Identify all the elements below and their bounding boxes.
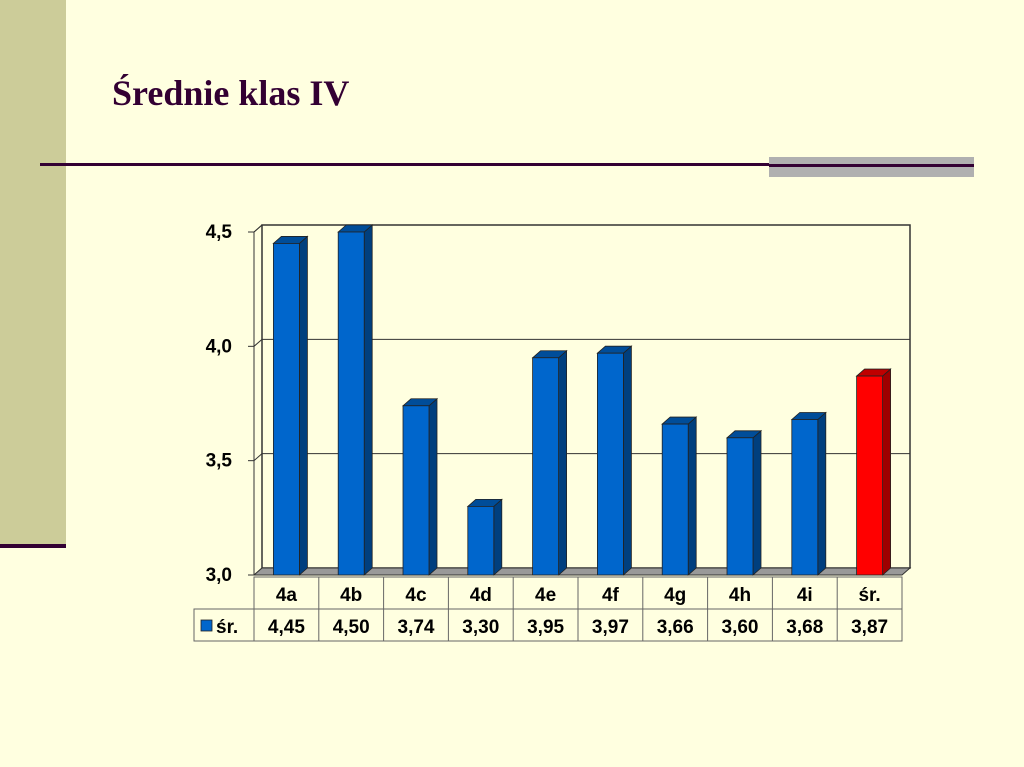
bar-4f [596, 345, 633, 576]
sidebar-divider [0, 544, 66, 548]
y-tick-label: 3,0 [206, 565, 232, 586]
sidebar-band [0, 0, 66, 544]
value-label: 3,60 [722, 617, 759, 638]
value-label: 4,45 [268, 617, 305, 638]
value-label: 3,95 [527, 617, 564, 638]
y-tick-label: 4,5 [206, 222, 233, 243]
bar-4g [661, 416, 698, 576]
category-label: 4f [602, 585, 620, 606]
value-label: 3,66 [657, 617, 694, 638]
category-label: 4i [797, 585, 813, 606]
value-label: 3,68 [786, 617, 823, 638]
value-label: 4,50 [333, 617, 370, 638]
title-rule-accent-line [769, 164, 974, 167]
value-label: 3,30 [462, 617, 499, 638]
y-tick-label: 4,0 [206, 336, 232, 357]
bar-4h [725, 429, 763, 576]
bar-4a [272, 235, 309, 576]
bar-4i [790, 411, 827, 576]
category-label: 4g [664, 585, 686, 606]
legend-swatch [200, 619, 213, 632]
category-label: 4c [405, 585, 427, 606]
title-rule [40, 163, 974, 166]
value-label: 3,74 [398, 617, 435, 638]
title-rule-accent [769, 157, 974, 177]
bar-4c [401, 397, 439, 576]
category-label: 4e [535, 585, 556, 606]
value-label: 3,87 [851, 617, 888, 638]
value-label: 3,97 [592, 617, 629, 638]
slide-title: Średnie klas IV [112, 73, 350, 113]
category-label: 4d [470, 585, 492, 606]
y-tick-label: 3,5 [206, 451, 233, 472]
bar-śr. [855, 368, 892, 576]
bar-4e [531, 349, 568, 576]
bar-4b [337, 224, 374, 576]
category-label: 4a [276, 585, 298, 606]
bar-4d [466, 498, 503, 576]
data-table-row [193, 608, 903, 642]
legend-label: śr. [216, 617, 238, 638]
category-label: śr. [858, 585, 880, 606]
category-label: 4b [340, 585, 362, 606]
category-label: 4h [729, 585, 751, 606]
